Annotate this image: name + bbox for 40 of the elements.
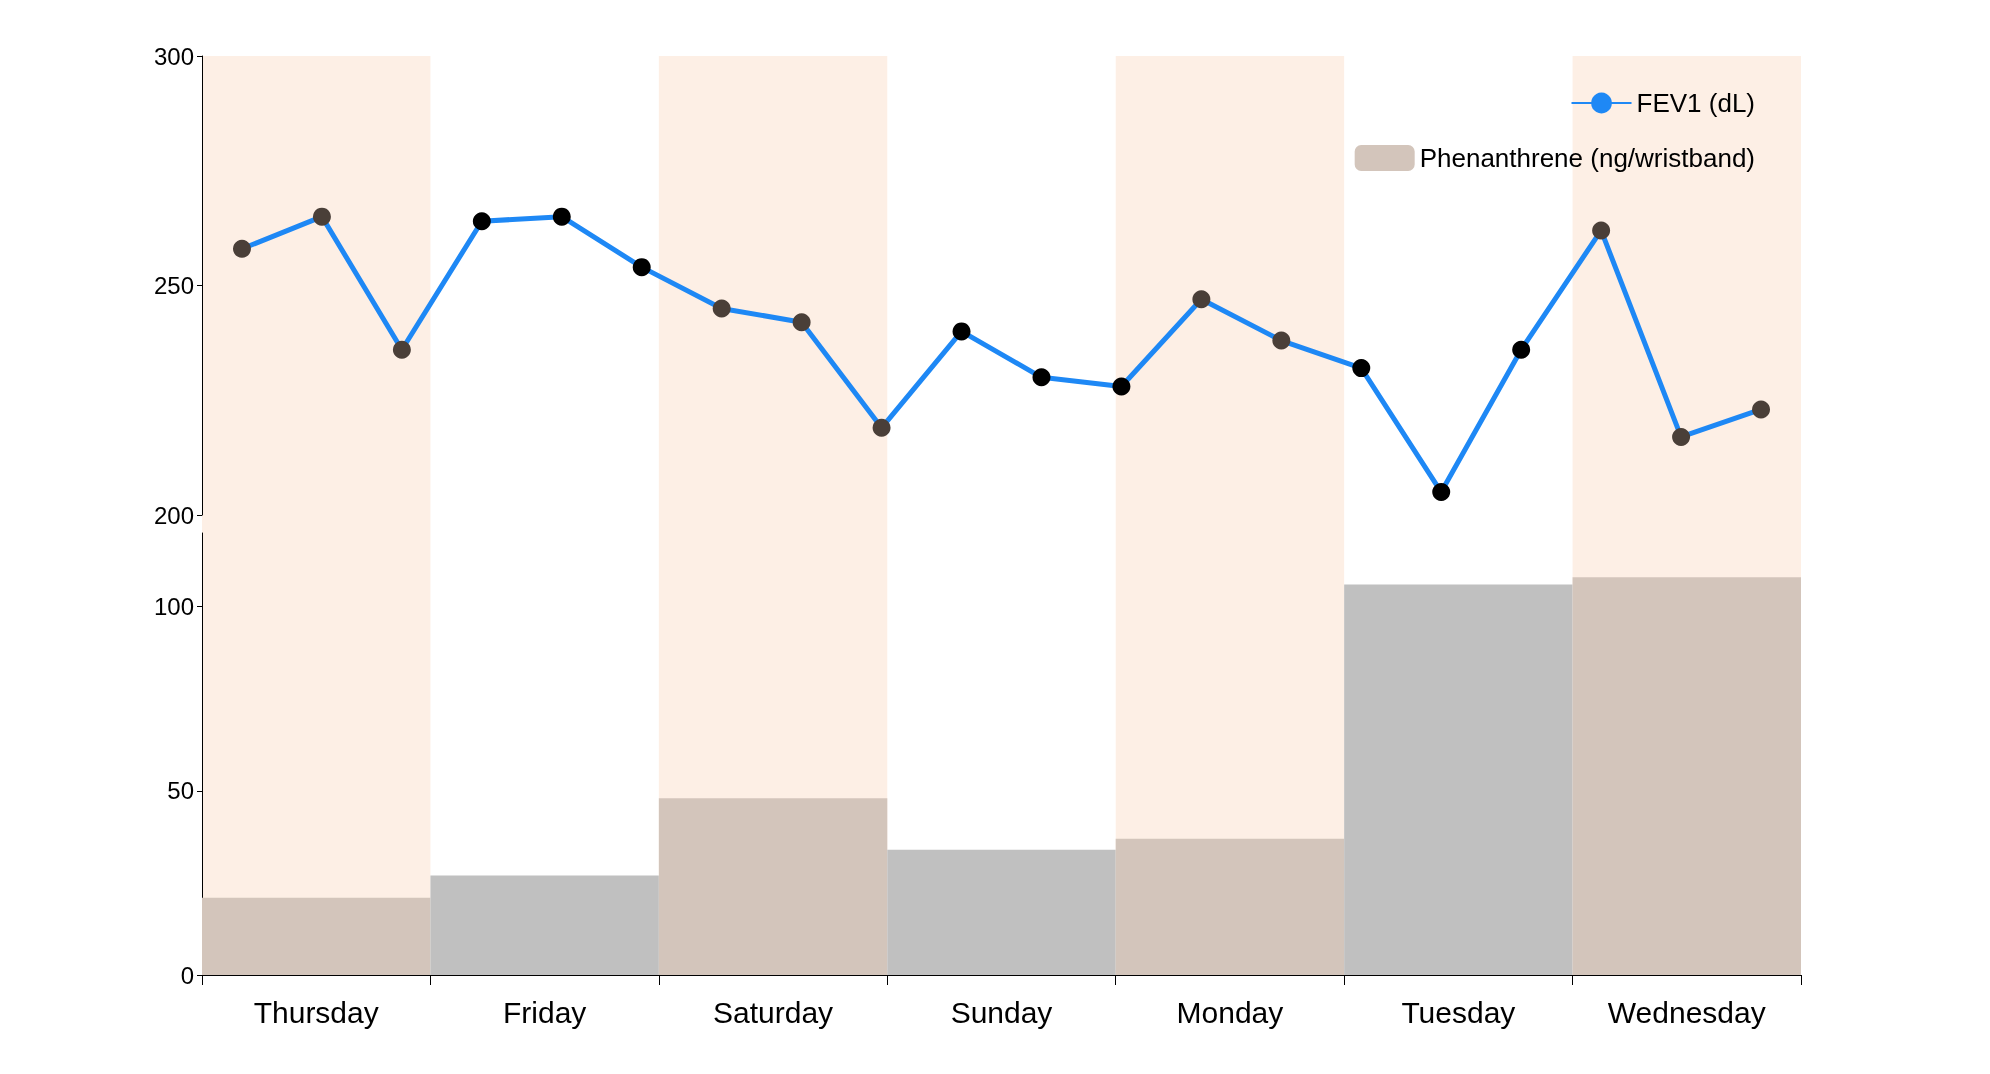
x-tick-label: Saturday bbox=[713, 995, 834, 1029]
point bbox=[1192, 290, 1211, 309]
y-tick-label: 50 bbox=[167, 777, 194, 805]
bar bbox=[202, 897, 431, 975]
bar bbox=[658, 798, 888, 975]
y-tick-label: 200 bbox=[153, 501, 194, 529]
y-tick-label: 250 bbox=[153, 272, 194, 299]
point bbox=[1752, 400, 1771, 419]
x-tick-label: Thursday bbox=[253, 995, 379, 1029]
bar bbox=[1115, 838, 1345, 975]
point bbox=[1672, 427, 1691, 446]
legend-label: FEV1 (dL) bbox=[1636, 88, 1756, 118]
point bbox=[792, 313, 811, 332]
x-tick-label: Sunday bbox=[950, 995, 1053, 1029]
point bbox=[952, 322, 971, 341]
point bbox=[312, 207, 331, 226]
y-tick-label: 0 bbox=[180, 961, 194, 989]
point bbox=[1592, 221, 1611, 240]
point bbox=[1512, 340, 1531, 359]
point bbox=[1032, 368, 1051, 387]
point bbox=[1432, 483, 1451, 502]
y-tick-label: 300 bbox=[153, 42, 194, 70]
point bbox=[392, 340, 411, 359]
x-tick-label: Friday bbox=[502, 995, 587, 1029]
y-tick-label: 100 bbox=[153, 593, 194, 621]
legend-label: Phenanthrene (ng/wristband) bbox=[1419, 143, 1756, 173]
bar bbox=[887, 849, 1116, 975]
point bbox=[712, 299, 731, 318]
point bbox=[232, 239, 251, 258]
point bbox=[1272, 331, 1291, 350]
x-tick-label: Tuesday bbox=[1401, 995, 1516, 1029]
point bbox=[552, 207, 571, 226]
point bbox=[472, 212, 491, 231]
point bbox=[632, 258, 651, 277]
point bbox=[1112, 377, 1131, 396]
point bbox=[872, 418, 891, 437]
x-tick-label: Wednesday bbox=[1607, 995, 1766, 1029]
bar bbox=[430, 875, 659, 975]
x-tick-label: Monday bbox=[1176, 995, 1284, 1029]
point bbox=[1352, 359, 1371, 378]
